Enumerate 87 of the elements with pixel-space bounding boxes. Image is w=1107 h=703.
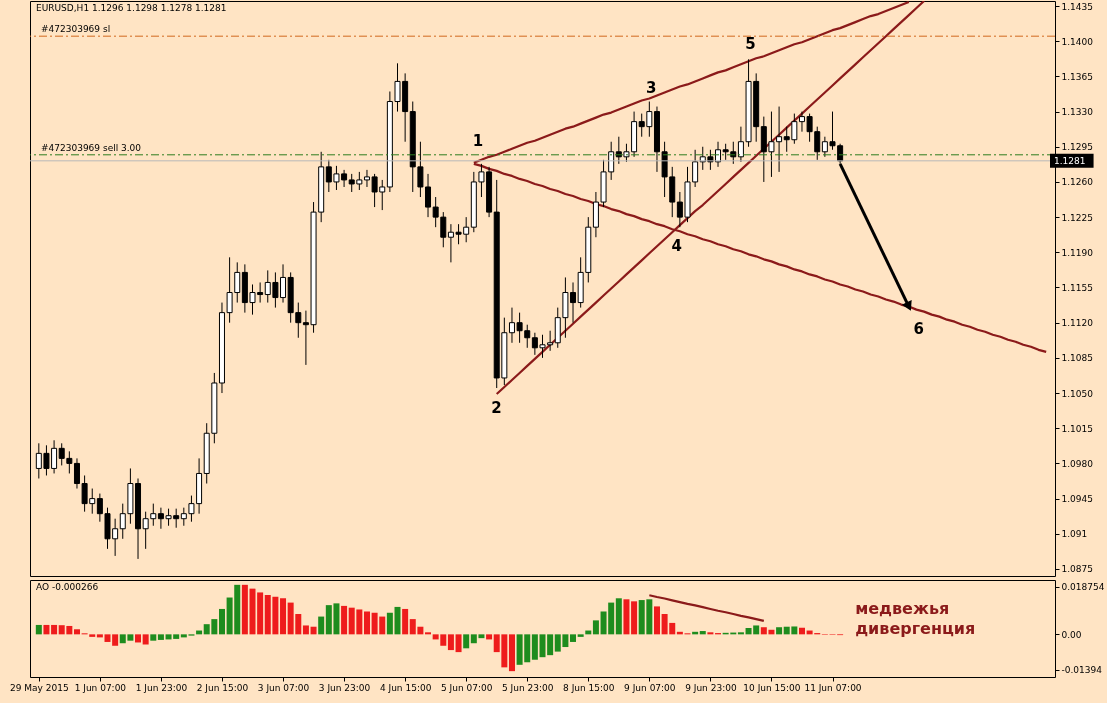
y-tick-label: 1.1365	[1061, 71, 1093, 82]
x-tick-label: 1 Jun 07:00	[74, 682, 127, 693]
bar	[73, 629, 80, 635]
y-tick-label: 1.1120	[1061, 318, 1094, 329]
bar	[653, 606, 660, 635]
annotation: 2	[491, 399, 502, 418]
bar	[570, 634, 577, 642]
bar	[157, 634, 164, 640]
line-series	[648, 594, 765, 622]
bar	[402, 608, 409, 635]
bar	[447, 634, 454, 651]
x-tick-label: 29 May 2015	[9, 682, 69, 693]
y-tick-label: 1.1295	[1061, 142, 1093, 153]
bar	[302, 625, 309, 635]
bar	[280, 598, 287, 635]
bar	[455, 634, 462, 653]
bar	[798, 627, 805, 635]
y-tick-label: 1.091	[1061, 529, 1088, 540]
x-tick-label: 1 Jun 23:00	[135, 682, 188, 693]
ref-line-label: 1.1281	[1054, 155, 1086, 166]
y-tick-label: 1.1155	[1061, 282, 1093, 293]
y-tick-label: 1.1050	[1061, 388, 1094, 399]
bar	[51, 624, 58, 635]
annotation: 6	[913, 319, 924, 338]
bar	[43, 624, 50, 635]
bar	[737, 632, 744, 635]
y-tick-label: 1.1225	[1061, 212, 1093, 223]
bar	[150, 634, 157, 641]
bar	[508, 634, 515, 672]
y-tick-label: 1.1190	[1061, 247, 1094, 258]
chart-title: EURUSD,H1 1.1296 1.1298 1.1278 1.1281	[36, 3, 227, 13]
bar	[531, 634, 538, 660]
bar	[623, 599, 630, 635]
bar	[142, 634, 149, 645]
bar	[241, 584, 248, 635]
x-tick-label: 5 Jun 23:00	[502, 682, 554, 693]
bar	[386, 612, 393, 635]
bar	[96, 634, 103, 638]
bar	[707, 632, 714, 635]
y-tick-label: -0.01394	[1061, 665, 1103, 676]
y-tick-label: 1.1435	[1061, 1, 1093, 12]
y-tick-label: 1.0980	[1061, 458, 1094, 469]
annotation: 5	[745, 34, 756, 53]
bar	[341, 605, 348, 635]
bar	[35, 624, 42, 635]
bar	[135, 634, 142, 643]
bar	[89, 634, 96, 637]
annotation: AO -0.000266	[36, 582, 99, 592]
bar	[218, 608, 225, 635]
bar	[425, 632, 432, 635]
x-tick-label: 4 Jun 15:00	[379, 682, 432, 693]
x-tick-label: 3 Jun 07:00	[257, 682, 310, 693]
y-tick-label: 1.1400	[1061, 36, 1094, 47]
bar	[310, 626, 317, 635]
x-tick-label: 11 Jun 07:00	[804, 682, 862, 693]
bar	[699, 631, 706, 635]
bar	[776, 627, 783, 635]
y-tick-label: 1.1015	[1061, 423, 1093, 434]
x-tick-label: 9 Jun 23:00	[685, 682, 737, 693]
y-tick-label: 1.0945	[1061, 494, 1093, 505]
annotation: 3	[645, 78, 657, 97]
y-tick-label: 0.018754	[1061, 582, 1105, 593]
y-tick-label: 1.1330	[1061, 107, 1094, 118]
annotation: 1	[472, 132, 484, 151]
y-tick-label: 0.00	[1061, 629, 1082, 640]
bar	[577, 634, 584, 637]
annotation: медвежья дивергенция	[855, 599, 976, 639]
y-tick-label: 1.1260	[1061, 177, 1094, 188]
ref-line-label: #472303969 sell 3.00	[41, 142, 142, 153]
x-tick-label: 2 Jun 15:00	[196, 682, 249, 693]
x-tick-label: 8 Jun 15:00	[563, 682, 615, 693]
bar	[615, 598, 622, 635]
bar	[394, 606, 401, 635]
y-tick-label: 1.0875	[1061, 564, 1093, 575]
bar	[318, 616, 325, 635]
bar	[592, 620, 599, 635]
bar	[463, 634, 470, 649]
x-tick-label: 9 Jun 07:00	[624, 682, 676, 693]
x-tick-label: 5 Jun 07:00	[440, 682, 493, 693]
x-tick-label: 10 Jun 15:00	[743, 682, 801, 693]
x-tick-label: 3 Jun 23:00	[318, 682, 371, 693]
bar	[631, 601, 638, 635]
annotation: 4	[671, 236, 682, 255]
bar	[363, 611, 370, 635]
ref-line-label: #472303969 sl	[41, 24, 111, 35]
bar	[486, 634, 493, 640]
y-tick-label: 1.1085	[1061, 353, 1093, 364]
